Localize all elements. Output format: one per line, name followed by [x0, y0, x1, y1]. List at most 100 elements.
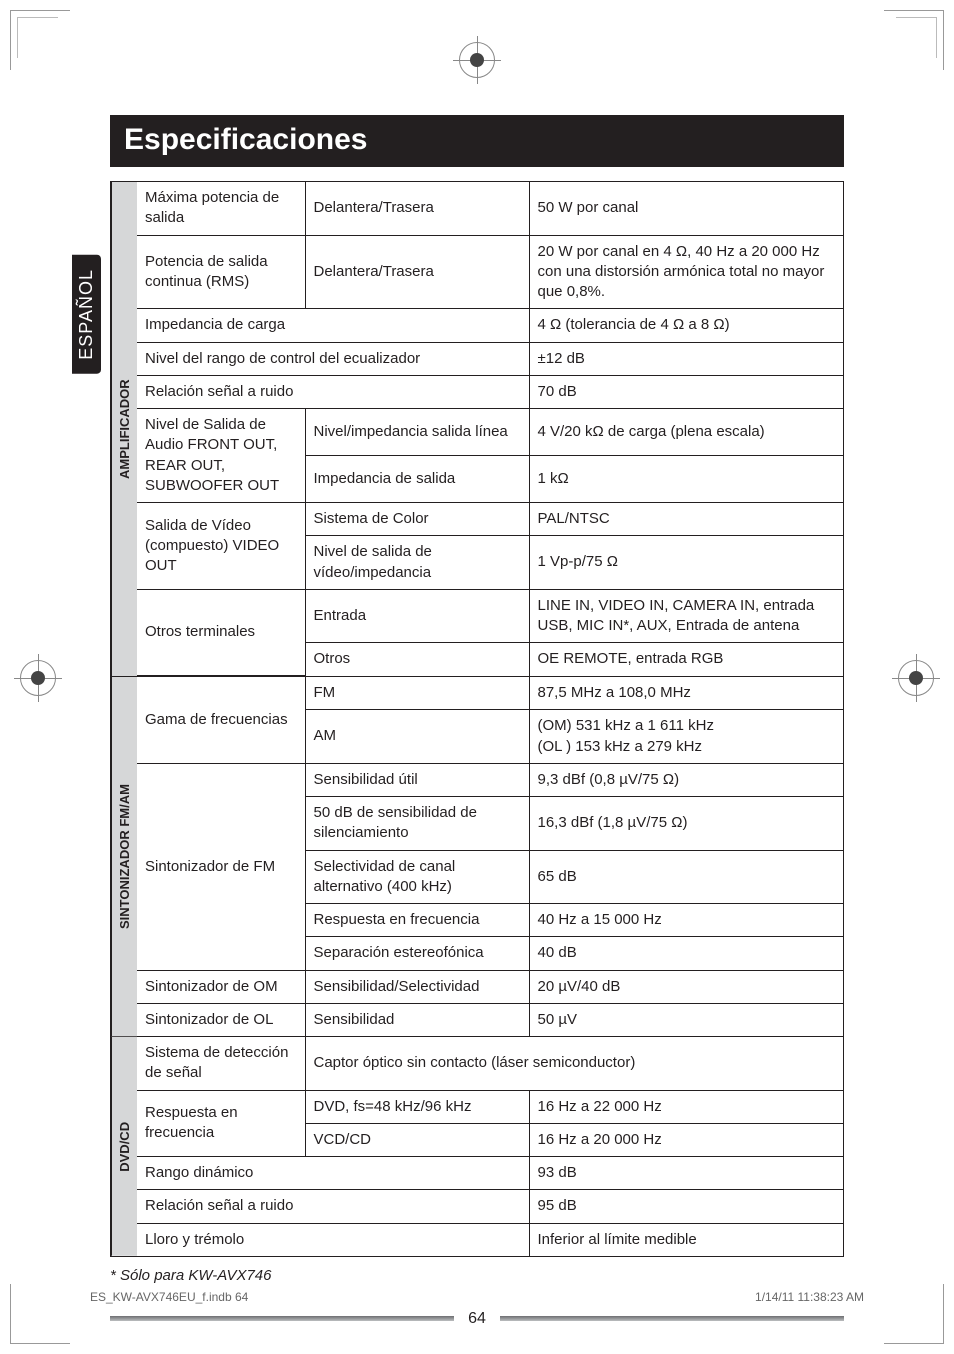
spec-cell: 70 dB — [529, 375, 843, 408]
spec-cell: DVD, fs=48 kHz/96 kHz — [305, 1090, 529, 1123]
table-row: Salida de Vídeo (compuesto) VIDEO OUTSis… — [137, 503, 843, 536]
spec-cell: Otros — [305, 643, 529, 676]
crop-mark-br — [884, 1284, 944, 1344]
spec-cell: 9,3 dBf (0,8 µV/75 Ω) — [529, 763, 843, 796]
table-row: Gama de frecuenciasFM87,5 MHz a 108,0 MH… — [137, 677, 843, 710]
page-number-bar: 64 — [110, 1310, 844, 1328]
spec-cell: 40 Hz a 15 000 Hz — [529, 904, 843, 937]
spec-cell: 16 Hz a 22 000 Hz — [529, 1090, 843, 1123]
table-row: Sintonizador de FMSensibilidad útil9,3 d… — [137, 763, 843, 796]
page-bar-right — [500, 1316, 844, 1321]
crop-mark-bl — [10, 1284, 70, 1344]
footnote: * Sólo para KW-AVX746 — [110, 1267, 844, 1284]
spec-cell: Nivel del rango de control del ecualizad… — [137, 342, 529, 375]
spec-cell: 1 kΩ — [529, 456, 843, 503]
footer-right: 1/14/11 11:38:23 AM — [755, 1290, 864, 1304]
section-label: SINTONIZADOR FM/AM — [111, 677, 137, 1036]
spec-cell: Máxima potencia de salida — [137, 182, 305, 235]
spec-cell: Gama de frecuencias — [137, 677, 305, 763]
registration-mark-top — [459, 42, 495, 78]
spec-cell: Sintonizador de OL — [137, 1003, 305, 1036]
spec-cell: Sensibilidad útil — [305, 763, 529, 796]
spec-table: Máxima potencia de salidaDelantera/Trase… — [137, 182, 843, 676]
table-row: Lloro y trémoloInferior al límite medibl… — [137, 1223, 843, 1256]
registration-mark-left — [20, 660, 56, 696]
page-title: Especificaciones — [110, 115, 844, 167]
table-row: Relación señal a ruido95 dB — [137, 1190, 843, 1223]
registration-mark-right — [898, 660, 934, 696]
spec-cell: Nivel de salida de vídeo/impedancia — [305, 536, 529, 590]
page-bar-left — [110, 1316, 454, 1321]
table-row: Respuesta en frecuenciaDVD, fs=48 kHz/96… — [137, 1090, 843, 1123]
spec-cell: 16,3 dBf (1,8 µV/75 Ω) — [529, 797, 843, 851]
crop-mark-tl — [10, 10, 70, 70]
table-row: Máxima potencia de salidaDelantera/Trase… — [137, 182, 843, 235]
spec-cell: 16 Hz a 20 000 Hz — [529, 1123, 843, 1156]
spec-cell: Sensibilidad — [305, 1003, 529, 1036]
spec-cell: VCD/CD — [305, 1123, 529, 1156]
spec-cell: Sistema de Color — [305, 503, 529, 536]
spec-cell: Sintonizador de FM — [137, 763, 305, 970]
spec-cell: Inferior al límite medible — [529, 1223, 843, 1256]
section-label: AMPLIFICADOR — [111, 182, 137, 676]
spec-cell: 4 Ω (tolerancia de 4 Ω a 8 Ω) — [529, 309, 843, 342]
spec-cell: Sistema de detección de señal — [137, 1037, 305, 1090]
spec-cell: Impedancia de carga — [137, 309, 529, 342]
spec-table: Gama de frecuenciasFM87,5 MHz a 108,0 MH… — [137, 677, 843, 1036]
page-content: ESPAÑOL Especificaciones AMPLIFICADORMáx… — [110, 115, 844, 1328]
spec-cell: Respuesta en frecuencia — [305, 904, 529, 937]
spec-cell: FM — [305, 677, 529, 710]
spec-cell: Nivel/impedancia salida línea — [305, 409, 529, 456]
spec-cell: 65 dB — [529, 850, 843, 904]
spec-cell: 50 W por canal — [529, 182, 843, 235]
spec-cell: PAL/NTSC — [529, 503, 843, 536]
spec-cell: 50 µV — [529, 1003, 843, 1036]
footer-line: ES_KW-AVX746EU_f.indb 64 1/14/11 11:38:2… — [90, 1290, 864, 1304]
table-row: Nivel de Salida de Audio FRONT OUT, REAR… — [137, 409, 843, 456]
spec-cell: 87,5 MHz a 108,0 MHz — [529, 677, 843, 710]
spec-cell: Sensibilidad/Selectividad — [305, 970, 529, 1003]
spec-cell: Impedancia de salida — [305, 456, 529, 503]
spec-cell: Captor óptico sin contacto (láser semico… — [305, 1037, 843, 1090]
spec-cell: Potencia de salida continua (RMS) — [137, 235, 305, 309]
language-tab: ESPAÑOL — [72, 255, 101, 374]
spec-cell: Salida de Vídeo (compuesto) VIDEO OUT — [137, 503, 305, 590]
spec-cell: Sintonizador de OM — [137, 970, 305, 1003]
spec-cell: Lloro y trémolo — [137, 1223, 529, 1256]
spec-cell: 95 dB — [529, 1190, 843, 1223]
spec-cell: ±12 dB — [529, 342, 843, 375]
spec-cell: Relación señal a ruido — [137, 375, 529, 408]
spec-cell: Respuesta en frecuencia — [137, 1090, 305, 1157]
table-row: Sintonizador de OLSensibilidad50 µV — [137, 1003, 843, 1036]
spec-cell: Nivel de Salida de Audio FRONT OUT, REAR… — [137, 409, 305, 503]
spec-section: DVD/CDSistema de detección de señalCapto… — [110, 1037, 844, 1257]
spec-cell: Delantera/Trasera — [305, 182, 529, 235]
spec-cell: 20 W por canal en 4 Ω, 40 Hz a 20 000 Hz… — [529, 235, 843, 309]
spec-cell: Relación señal a ruido — [137, 1190, 529, 1223]
table-row: Nivel del rango de control del ecualizad… — [137, 342, 843, 375]
spec-cell: 1 Vp-p/75 Ω — [529, 536, 843, 590]
spec-cell: Delantera/Trasera — [305, 235, 529, 309]
spec-cell: AM — [305, 710, 529, 764]
table-row: Relación señal a ruido70 dB — [137, 375, 843, 408]
spec-cell: 4 V/20 kΩ de carga (plena escala) — [529, 409, 843, 456]
table-row: Rango dinámico93 dB — [137, 1157, 843, 1190]
table-row: Potencia de salida continua (RMS)Delante… — [137, 235, 843, 309]
spec-cell: OE REMOTE, entrada RGB — [529, 643, 843, 676]
table-row: Otros terminalesEntradaLINE IN, VIDEO IN… — [137, 589, 843, 643]
table-row: Sintonizador de OMSensibilidad/Selectivi… — [137, 970, 843, 1003]
footer-left: ES_KW-AVX746EU_f.indb 64 — [90, 1290, 248, 1304]
spec-cell: Entrada — [305, 589, 529, 643]
spec-cell: Separación estereofónica — [305, 937, 529, 970]
spec-cell: 50 dB de sensibilidad de silenciamiento — [305, 797, 529, 851]
section-label: DVD/CD — [111, 1037, 137, 1256]
spec-cell: Selectividad de canal alternativo (400 k… — [305, 850, 529, 904]
spec-cell: 93 dB — [529, 1157, 843, 1190]
table-row: Sistema de detección de señalCaptor ópti… — [137, 1037, 843, 1090]
crop-mark-tr — [884, 10, 944, 70]
spec-cell: Otros terminales — [137, 589, 305, 675]
spec-section: AMPLIFICADORMáxima potencia de salidaDel… — [110, 181, 844, 677]
page-number: 64 — [468, 1310, 486, 1328]
spec-cell: LINE IN, VIDEO IN, CAMERA IN, entrada US… — [529, 589, 843, 643]
spec-cell: Rango dinámico — [137, 1157, 529, 1190]
